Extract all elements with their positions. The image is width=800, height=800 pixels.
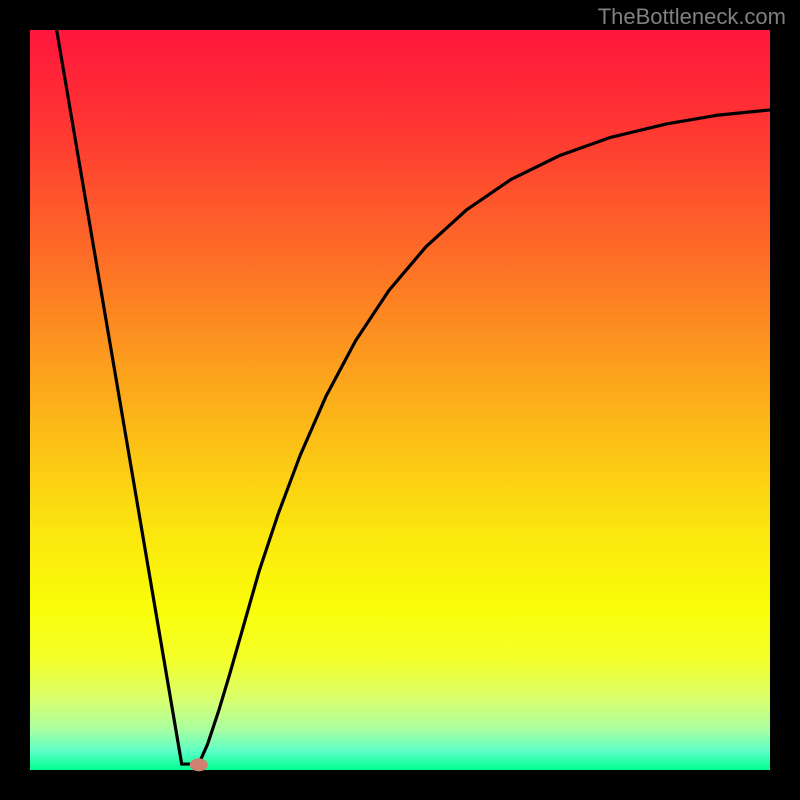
chart-container: TheBottleneck.com bbox=[0, 0, 800, 800]
bottleneck-marker bbox=[190, 758, 208, 771]
plot-gradient bbox=[30, 30, 770, 770]
watermark-text: TheBottleneck.com bbox=[598, 4, 786, 30]
chart-svg bbox=[0, 0, 800, 800]
